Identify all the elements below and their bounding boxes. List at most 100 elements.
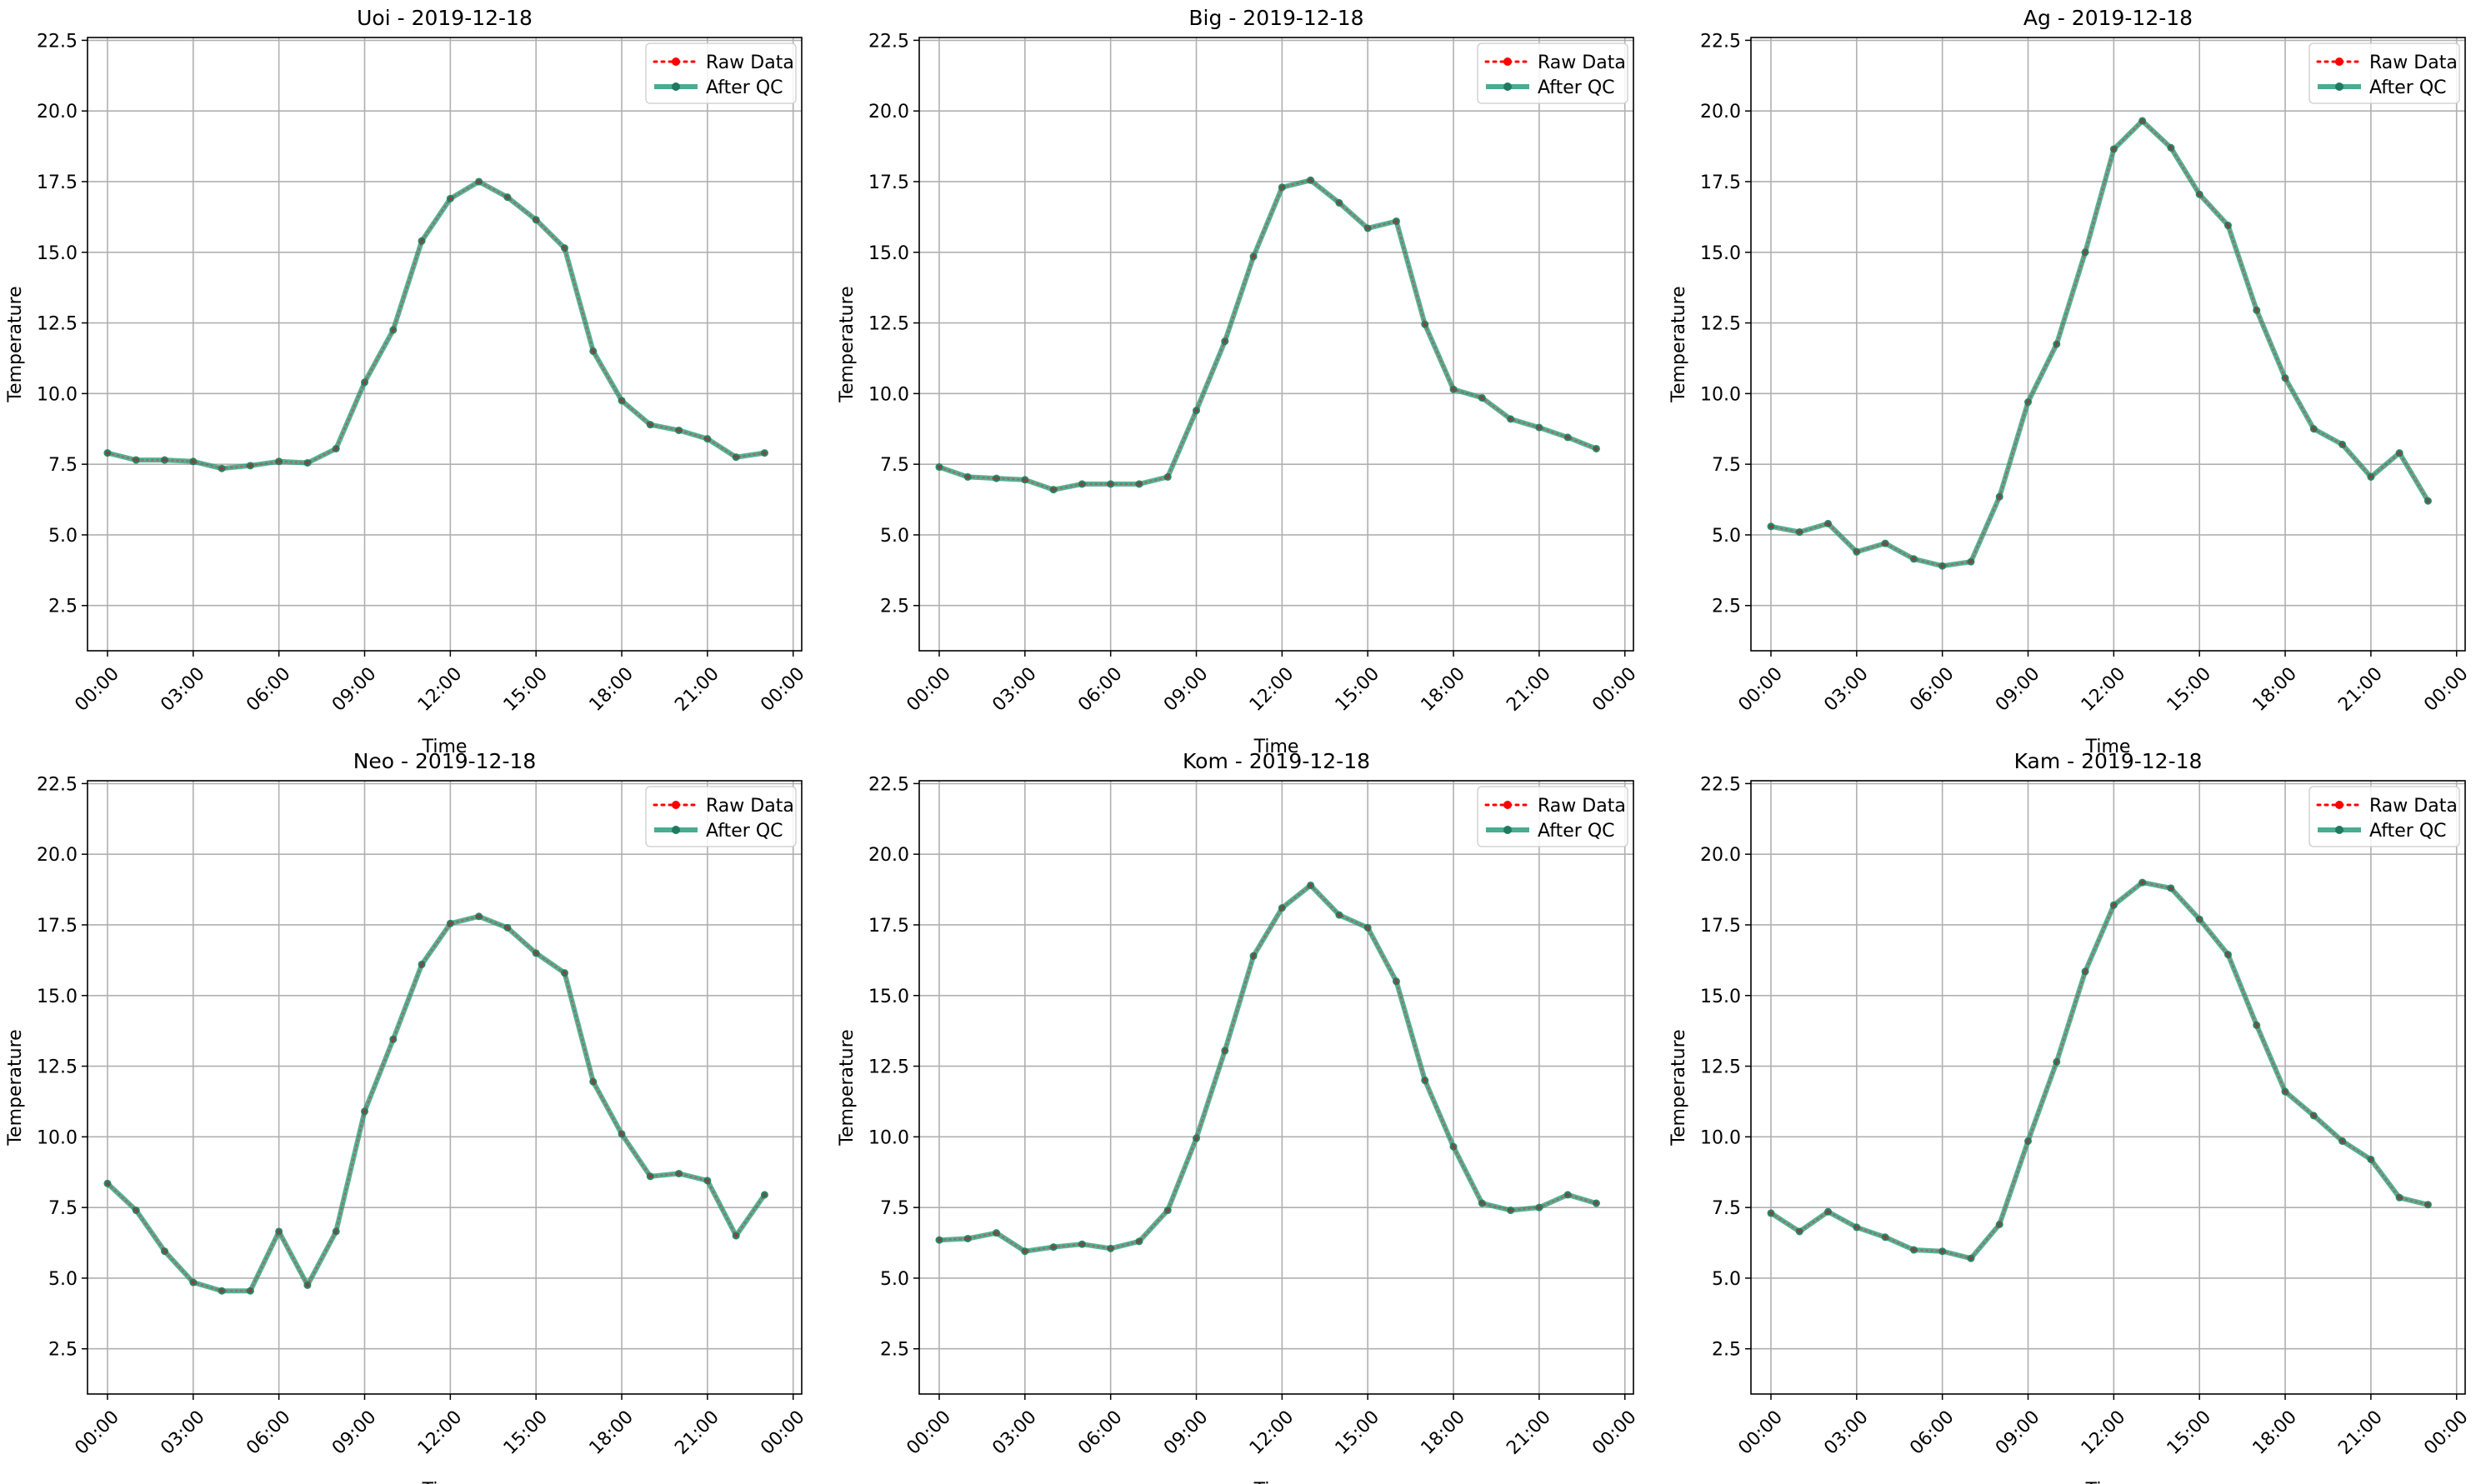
data-point-after-qc	[1221, 1047, 1229, 1055]
data-point-after-qc	[389, 326, 398, 334]
y-tick-label: 20.0	[37, 102, 78, 122]
data-point-raw-data	[163, 458, 167, 462]
data-point-after-qc	[589, 347, 598, 355]
data-point-raw-data	[2168, 886, 2173, 890]
y-tick-label: 7.5	[1712, 455, 1741, 476]
data-point-after-qc	[418, 960, 426, 968]
data-point-raw-data	[2168, 146, 2173, 150]
y-tick-label: 7.5	[48, 455, 78, 476]
data-point-after-qc	[1392, 977, 1400, 986]
data-point-after-qc	[161, 456, 169, 464]
data-point-after-qc	[475, 912, 483, 921]
data-point-raw-data	[1537, 426, 1541, 430]
data-point-after-qc	[963, 472, 972, 481]
data-point-raw-data	[677, 1172, 681, 1176]
legend: Raw Data After QC	[2308, 786, 2460, 847]
data-point-after-qc	[275, 1227, 283, 1236]
legend-marker-after-qc	[1503, 826, 1512, 834]
data-point-after-qc	[446, 919, 454, 927]
data-point-raw-data	[1452, 1145, 1456, 1149]
x-tick-label: 09:00	[1160, 1407, 1213, 1459]
x-tick-label: 00:00	[1588, 1407, 1641, 1459]
data-point-after-qc	[618, 397, 626, 405]
data-point-raw-data	[937, 465, 941, 469]
data-point-after-qc	[2338, 1137, 2347, 1145]
data-point-after-qc	[2053, 340, 2061, 348]
data-point-raw-data	[448, 922, 453, 926]
data-point-raw-data	[391, 328, 395, 332]
data-point-after-qc	[1507, 415, 1515, 423]
data-point-raw-data	[966, 475, 970, 479]
x-tick-label: 09:00	[1992, 663, 2044, 716]
x-tick-label: 09:00	[1992, 1407, 2044, 1459]
x-tick-label: 00:00	[757, 1407, 809, 1459]
x-tick-label: 12:00	[2078, 663, 2130, 716]
y-tick-label: 15.0	[1700, 243, 1741, 264]
data-point-raw-data	[2198, 917, 2202, 922]
data-point-after-qc	[1049, 1243, 1058, 1252]
data-point-raw-data	[2254, 308, 2258, 312]
data-point-raw-data	[1080, 1242, 1084, 1247]
chart-panel-5: Kam - 2019-12-18 2.5 5.0 7.5 10.0 12.5 15.0 17.…	[1668, 749, 2473, 1484]
series-line-after-qc	[1768, 118, 2431, 569]
data-point-raw-data	[2083, 969, 2088, 973]
data-point-raw-data	[1798, 1229, 1802, 1233]
y-tick-label: 5.0	[48, 526, 78, 547]
data-point-raw-data	[477, 914, 481, 918]
y-axis-label: Temperature	[5, 1029, 26, 1146]
data-point-raw-data	[1223, 1048, 1227, 1052]
data-point-after-qc	[2138, 117, 2147, 125]
y-tick-label: 12.5	[868, 314, 909, 335]
x-axis-label: Time	[1253, 1480, 1299, 1484]
data-point-raw-data	[1594, 1202, 1598, 1206]
data-point-raw-data	[1826, 522, 1830, 526]
data-point-raw-data	[1452, 387, 1456, 392]
axes-frame	[87, 37, 803, 652]
y-tick-label: 22.5	[37, 774, 78, 795]
data-point-raw-data	[2340, 1139, 2344, 1143]
data-point-raw-data	[1137, 1239, 1141, 1243]
data-point-after-qc	[332, 444, 340, 452]
data-point-raw-data	[1566, 1192, 1570, 1197]
x-tick-label: 00:00	[903, 1407, 955, 1459]
y-tick-label: 2.5	[880, 1340, 909, 1361]
data-point-after-qc	[1881, 1233, 1889, 1242]
data-point-raw-data	[534, 217, 538, 222]
data-point-raw-data	[2140, 119, 2144, 123]
data-point-after-qc	[2309, 425, 2318, 433]
y-tick-label: 17.5	[37, 916, 78, 937]
data-point-after-qc	[1078, 480, 1086, 488]
data-point-after-qc	[1163, 1207, 1172, 1215]
chart-panel-1: Big - 2019-12-18 2.5 5.0 7.5 10.0 12.5 15.0 17.…	[837, 6, 1641, 757]
data-point-raw-data	[191, 459, 195, 463]
data-point-after-qc	[2223, 222, 2232, 230]
legend-marker-raw-data	[672, 57, 680, 66]
data-point-after-qc	[503, 923, 512, 932]
data-point-raw-data	[2112, 147, 2116, 151]
data-point-raw-data	[505, 195, 509, 199]
data-point-after-qc	[2109, 145, 2118, 153]
data-point-raw-data	[2426, 499, 2430, 503]
data-point-after-qc	[1824, 519, 1833, 527]
x-tick-label: 18:00	[586, 663, 638, 716]
data-point-after-qc	[2395, 1193, 2403, 1202]
data-point-after-qc	[760, 449, 768, 457]
data-point-after-qc	[2367, 1155, 2375, 1163]
x-tick-label: 18:00	[1418, 1407, 1470, 1459]
y-tick-label: 15.0	[868, 987, 909, 1007]
x-axis-label: Time	[422, 737, 468, 757]
data-point-after-qc	[2253, 1021, 2261, 1029]
data-point-after-qc	[1938, 1247, 1947, 1256]
x-tick-label: 15:00	[2163, 1407, 2216, 1459]
x-tick-label: 18:00	[2249, 663, 2302, 716]
data-point-raw-data	[648, 422, 653, 427]
x-tick-label: 06:00	[243, 663, 295, 716]
x-tick-label: 09:00	[1160, 663, 1213, 716]
data-point-raw-data	[134, 1208, 138, 1212]
data-point-after-qc	[560, 244, 568, 252]
y-tick-label: 10.0	[37, 384, 78, 405]
y-tick-label: 2.5	[1712, 597, 1741, 617]
data-point-after-qc	[246, 1287, 254, 1295]
data-point-after-qc	[1507, 1207, 1515, 1215]
data-point-raw-data	[1337, 913, 1341, 917]
